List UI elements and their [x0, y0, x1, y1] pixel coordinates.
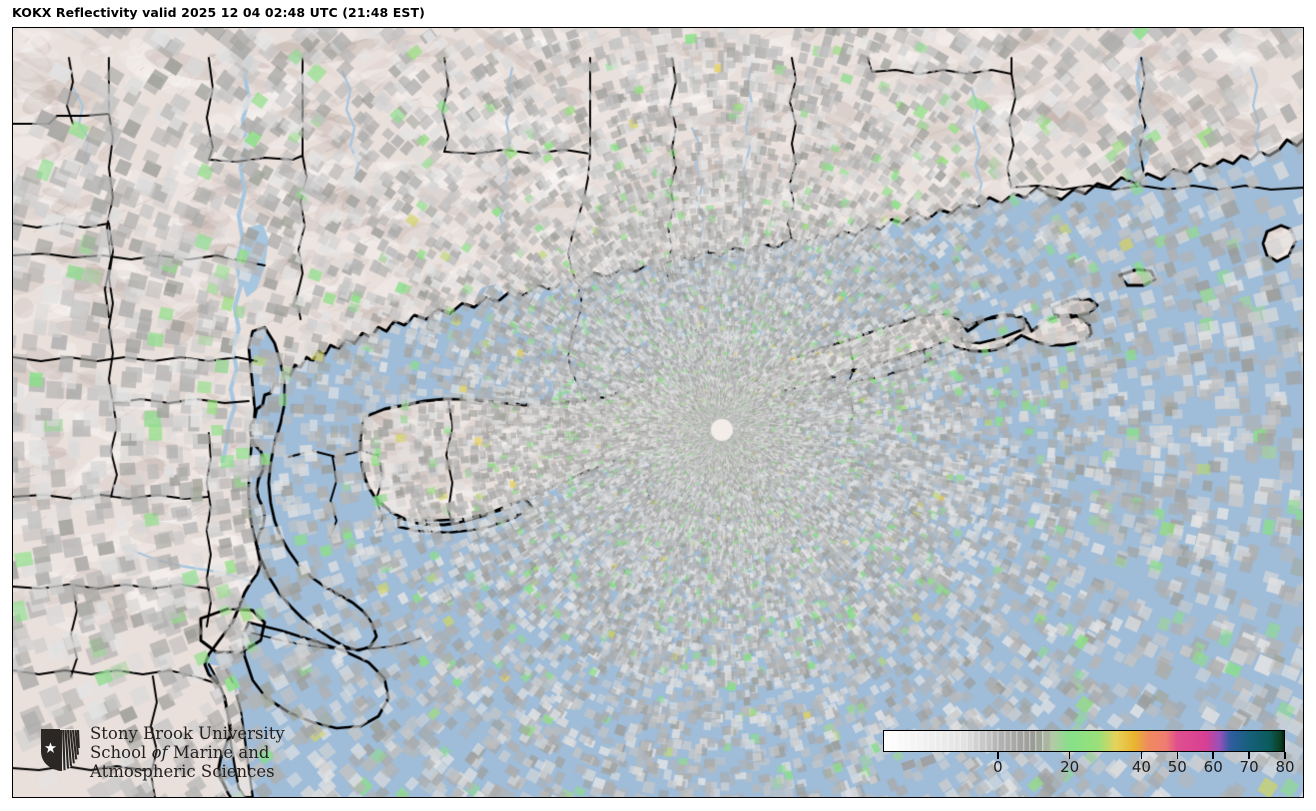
colorbar-label-50: 50: [1167, 758, 1187, 776]
reflectivity-colorbar[interactable]: 0 20 40 50 60 70 80: [871, 729, 1295, 787]
colorbar-tick-50: [1176, 752, 1179, 759]
colorbar-label-40: 40: [1131, 758, 1151, 776]
colorbar-label-80: 80: [1275, 758, 1295, 776]
colorbar-ticks: [883, 752, 1286, 759]
colorbar-tick-40: [1140, 752, 1143, 759]
colorbar-label-0: 0: [993, 758, 1003, 776]
colorbar-tick-0: [997, 752, 999, 759]
page-title: KOKX Reflectivity valid 2025 12 04 02:48…: [12, 5, 425, 20]
colorbar-tick-60: [1212, 752, 1214, 759]
colorbar-gradient: [883, 730, 1285, 752]
colorbar-tick-labels: 0 20 40 50 60 70 80: [883, 758, 1294, 780]
colorbar-label-60: 60: [1203, 758, 1223, 776]
basemap-canvas: [13, 28, 1303, 797]
colorbar-label-20: 20: [1060, 758, 1080, 776]
map-frame[interactable]: Stony Brook University School of Marine …: [12, 27, 1304, 798]
colorbar-label-70: 70: [1239, 758, 1259, 776]
colorbar-tick-20: [1068, 752, 1071, 759]
colorbar-tick-70: [1248, 752, 1250, 759]
colorbar-tick-80: [1284, 752, 1286, 759]
